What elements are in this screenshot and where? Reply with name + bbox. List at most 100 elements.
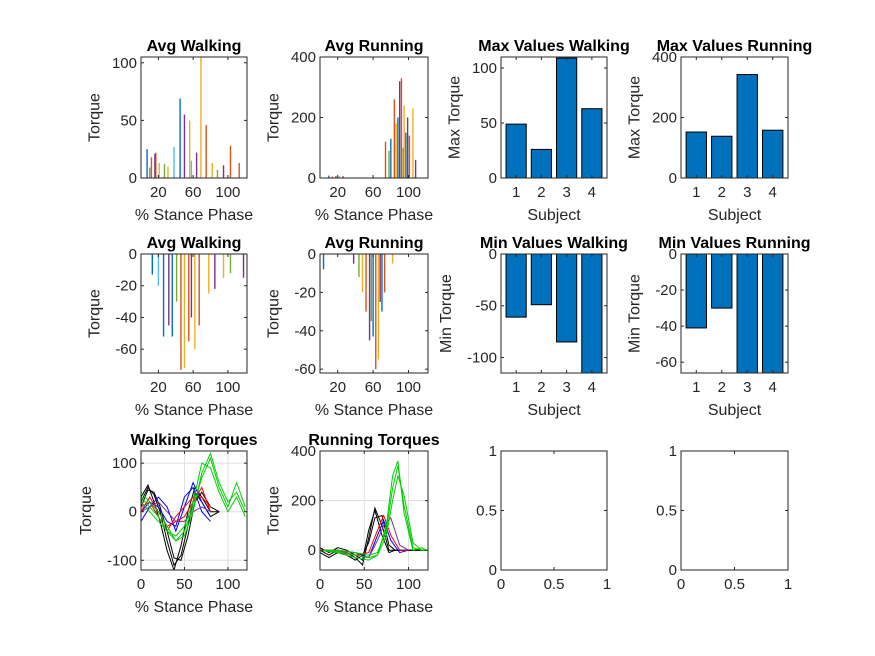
y-axis-label: Torque [87, 289, 104, 338]
axes-box [140, 253, 248, 374]
x-tick-label: 3 [743, 184, 751, 201]
x-tick-label: 100 [396, 379, 421, 396]
y-tick-label: 0 [129, 246, 137, 263]
y-tick-label: 400 [652, 49, 677, 66]
panel-p1: 20 60 100 0 50 100 Avg Walking % Stance Phase To… [87, 38, 254, 224]
x-tick-label: 100 [396, 576, 421, 593]
y-axis-label: Min Torque [438, 274, 455, 353]
y-tick-label: 0 [489, 170, 497, 187]
y-tick-label: -100 [107, 552, 137, 569]
y-tick-label: -60 [655, 354, 677, 371]
plot-area [685, 254, 784, 373]
x-tick-label: 4 [588, 379, 596, 396]
x-tick-label: 1 [692, 184, 700, 201]
x-tick-label: 20 [150, 184, 167, 201]
y-tick-label: 0.5 [656, 503, 677, 520]
y-tick-label: 0 [308, 542, 316, 559]
axes-box [319, 450, 429, 571]
y-tick-label: 400 [291, 443, 316, 460]
y-tick-label: -60 [294, 361, 316, 378]
torque-line-5 [320, 516, 409, 559]
y-tick-label: 1 [669, 443, 677, 460]
x-axis-label: % Stance Phase [135, 402, 253, 419]
plot-area [322, 254, 394, 370]
axes-box [680, 253, 789, 374]
x-tick-label: 1 [784, 576, 792, 593]
x-tick-label: 0 [316, 576, 324, 593]
x-tick-label: 4 [769, 379, 777, 396]
x-tick-label: 100 [215, 576, 240, 593]
torque-line-10 [141, 456, 246, 542]
panel-p5: 20 60 100 0 -20 -40 -60 Avg Walking % Stance Pha… [87, 235, 254, 419]
bar-subject-3 [736, 254, 758, 373]
y-tick-label: 200 [291, 493, 316, 510]
x-tick-label: 20 [150, 379, 167, 396]
torque-line-6 [320, 460, 427, 559]
y-tick-label: 0 [669, 170, 677, 187]
y-axis-label: Torque [266, 486, 283, 535]
y-axis-label: Torque [266, 289, 283, 338]
plot-area [146, 57, 240, 178]
torque-line-4 [141, 486, 211, 528]
x-tick-label: 60 [185, 379, 202, 396]
x-tick-label: 100 [215, 184, 240, 201]
axes-box [500, 56, 608, 179]
bar-subject-1 [505, 123, 527, 178]
x-tick-label: 0.5 [544, 576, 565, 593]
y-tick-label: 0 [489, 246, 497, 263]
x-axis-label: % Stance Phase [315, 207, 433, 224]
panel-p8: 1 2 3 4 0 -20 -40 -60 Min Values Running Subject M… [627, 235, 811, 419]
bar-subject-4 [762, 129, 784, 178]
y-tick-label: 0 [669, 562, 677, 579]
panel-p12: 0 0.5 1 0 0.5 1 [656, 443, 792, 593]
x-tick-label: 1 [603, 576, 611, 593]
y-tick-label: 0 [129, 170, 137, 187]
bar-subject-4 [581, 108, 603, 178]
panel-p2: 20 60 100 0 200 400 Avg Running % Stance Phase T… [266, 38, 434, 224]
y-tick-label: 0 [308, 170, 316, 187]
x-tick-label: 1 [512, 379, 520, 396]
y-tick-label: 200 [291, 110, 316, 127]
x-axis-label: Subject [708, 207, 762, 224]
y-axis-label: Min Torque [627, 274, 644, 353]
x-axis-label: % Stance Phase [135, 207, 253, 224]
panel-title: Running Torques [308, 432, 439, 449]
x-tick-label: 100 [396, 184, 421, 201]
y-axis-label: Torque [266, 93, 283, 142]
axes-box [500, 450, 608, 571]
y-tick-label: -40 [294, 323, 316, 340]
torque-line-8 [320, 473, 427, 561]
bar-subject-2 [711, 135, 733, 178]
panel-p7: 1 2 3 4 0 -50 -100 Min Values Walking Subject Min… [438, 235, 628, 419]
x-tick-label: 0 [497, 576, 505, 593]
x-tick-label: 2 [537, 379, 545, 396]
panel-title: Avg Running [325, 235, 424, 252]
y-tick-label: 0 [489, 562, 497, 579]
plot-area [320, 460, 427, 567]
y-axis-label: Torque [87, 93, 104, 142]
x-tick-label: 0 [677, 576, 685, 593]
x-axis-label: Subject [708, 402, 762, 419]
y-tick-label: 0 [669, 246, 677, 263]
panel-title: Min Values Running [658, 235, 810, 252]
bar-subject-1 [505, 254, 527, 318]
y-tick-label: -20 [115, 278, 137, 295]
x-tick-label: 100 [215, 379, 240, 396]
panel-title: Min Values Walking [480, 235, 628, 252]
y-tick-label: -40 [115, 309, 137, 326]
torque-line-2 [141, 489, 220, 561]
axes-box [140, 450, 248, 571]
bar-subject-3 [556, 57, 578, 178]
torque-line-8 [141, 451, 246, 542]
y-tick-label: 100 [112, 455, 137, 472]
panel-title: Avg Running [325, 38, 424, 55]
y-axis-label: Torque [78, 486, 95, 535]
y-tick-label: 50 [480, 115, 497, 132]
panel-p6: 20 60 100 0 -20 -40 -60 Avg Running % Stance Pha… [266, 235, 434, 419]
x-tick-label: 50 [176, 576, 193, 593]
y-tick-label: -50 [475, 298, 497, 315]
panel-title: Avg Walking [147, 235, 242, 252]
